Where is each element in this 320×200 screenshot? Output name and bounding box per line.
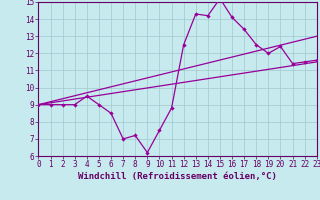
X-axis label: Windchill (Refroidissement éolien,°C): Windchill (Refroidissement éolien,°C): [78, 172, 277, 181]
